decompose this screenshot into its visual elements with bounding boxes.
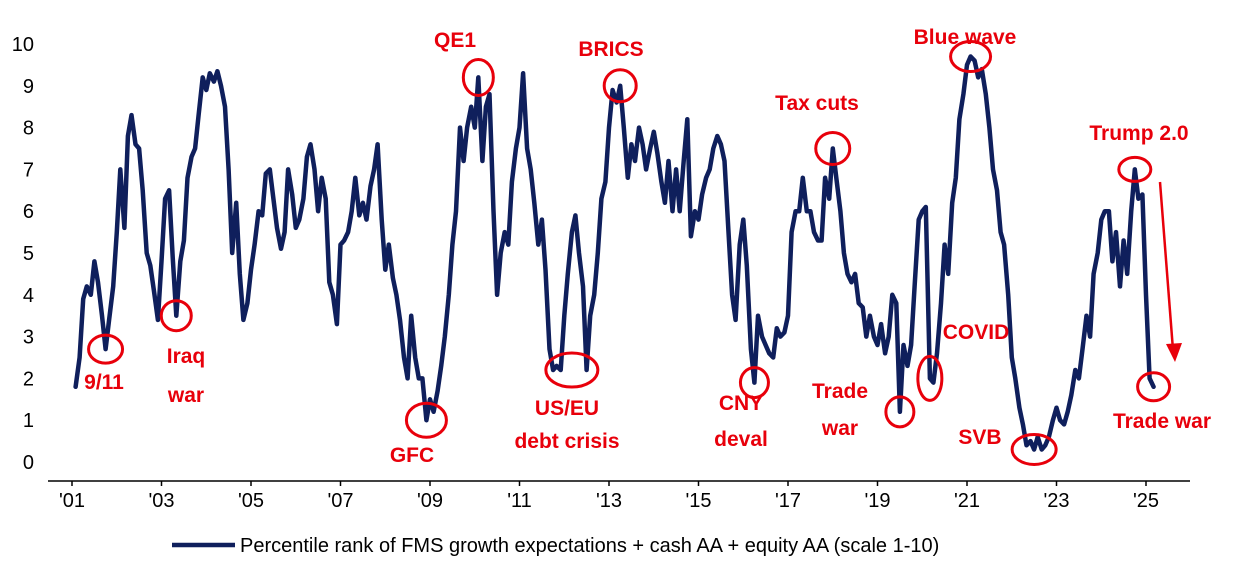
annotation-label: SVB <box>958 426 1001 449</box>
annotation-label: 9/11 <box>84 371 124 394</box>
y-tick-label: 5 <box>23 243 34 265</box>
x-tick-label: '01 <box>59 490 85 512</box>
y-axis-ticks: 0 1 2 3 4 5 6 7 8 9 10 <box>12 34 34 474</box>
y-tick-label: 9 <box>23 76 34 98</box>
x-tick-label: '21 <box>954 490 980 512</box>
x-tick-label: '15 <box>685 490 711 512</box>
y-tick-label: 10 <box>12 34 34 56</box>
annotation-circle <box>1117 155 1153 183</box>
y-tick-label: 3 <box>23 327 34 349</box>
y-tick-label: 1 <box>23 410 34 432</box>
annotation-circle <box>404 401 448 439</box>
annotation-label: Trump 2.0 <box>1089 122 1188 145</box>
annotation-circle <box>738 366 770 400</box>
x-tick-label: '25 <box>1133 490 1159 512</box>
x-tick-label: '07 <box>327 490 353 512</box>
annotations: 9/11 Iraq war GFC QE1 US/EU debt crisis BRICS CN… <box>84 26 1211 467</box>
annotation-circle <box>916 354 944 402</box>
y-tick-label: 2 <box>23 368 34 390</box>
y-tick-label: 0 <box>23 452 34 474</box>
annotation-circle <box>949 40 993 74</box>
annotation-circle <box>544 351 600 389</box>
y-tick-label: 6 <box>23 201 34 223</box>
annotation-circle <box>1010 432 1058 466</box>
annotation-label: CNY deval <box>714 392 768 451</box>
annotation-label: Tax cuts <box>775 92 859 115</box>
x-tick-label: '05 <box>238 490 264 512</box>
annotation-circle <box>87 333 125 365</box>
series-line <box>73 54 1156 452</box>
annotation-circle <box>602 68 638 104</box>
x-tick-label: '09 <box>417 490 443 512</box>
annotation-circle <box>159 299 193 333</box>
x-axis-tick-marks <box>71 481 1147 486</box>
y-tick-label: 7 <box>23 159 34 181</box>
x-tick-label: '19 <box>864 490 890 512</box>
annotation-circle <box>1136 371 1172 403</box>
x-tick-label: '11 <box>507 490 532 512</box>
annotation-label: US/EU debt crisis <box>514 397 619 453</box>
annotation-label: COVID <box>943 321 1010 344</box>
annotation-circle <box>814 131 852 166</box>
annotation-label: Blue wave <box>914 26 1017 49</box>
x-axis-ticks: '01 '03 '05 '07 '09 '11 '13 '15 '17 '19 '21 '23 '25 <box>59 490 1159 512</box>
annotation-label: BRICS <box>578 38 643 61</box>
y-tick-label: 8 <box>23 118 34 140</box>
x-tick-label: '23 <box>1043 490 1069 512</box>
x-tick-label: '17 <box>775 490 801 512</box>
annotation-circle <box>884 395 916 429</box>
annotation-label: Iraq war <box>167 345 206 407</box>
y-tick-label: 4 <box>23 285 34 307</box>
annotation-label: GFC <box>390 444 434 467</box>
annotation-circle <box>461 57 495 97</box>
annotation-arrow <box>1158 181 1175 351</box>
annotation-arrowhead <box>1166 343 1182 362</box>
annotation-label: Trade war <box>812 380 868 440</box>
x-tick-label: '13 <box>596 490 622 512</box>
legend: Percentile rank of FMS growth expectatio… <box>172 535 939 557</box>
legend-label: Percentile rank of FMS growth expectatio… <box>240 535 939 557</box>
annotation-label: Trade war <box>1113 410 1211 433</box>
annotation-label: QE1 <box>434 29 476 52</box>
x-tick-label: '03 <box>148 490 174 512</box>
